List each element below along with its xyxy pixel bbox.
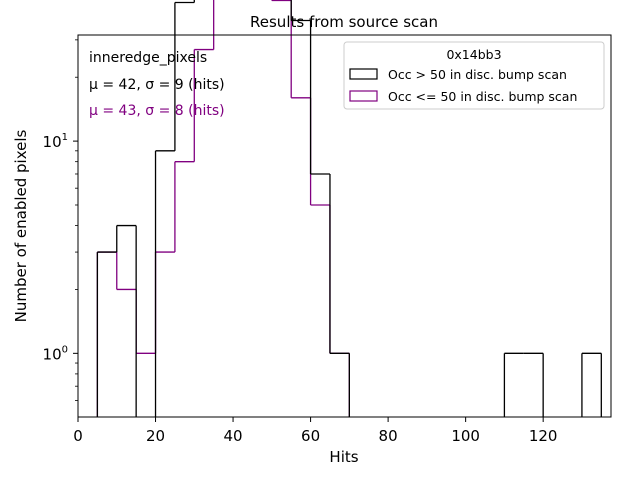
y-tick-label: 101: [43, 132, 68, 151]
y-axis-label: Number of enabled pixels: [12, 129, 30, 322]
legend-swatch-black: [349, 68, 378, 80]
stats-annotation-black: μ = 42, σ = 9 (hits): [89, 77, 225, 93]
annotations: inneredge_pixels μ = 42, σ = 9 (hits) μ …: [89, 50, 225, 119]
y-tick-label: 100: [43, 344, 68, 363]
stats-annotation-purple: μ = 43, σ = 8 (hits): [89, 103, 225, 119]
x-tick-label: 80: [379, 427, 398, 445]
axes-layer: [77, 34, 612, 418]
chart-title: Results from source scan: [250, 13, 438, 31]
x-tick-label: 0: [73, 427, 83, 445]
dataset-name-annotation: inneredge_pixels: [89, 50, 207, 66]
legend-label-purple: Occ <= 50 in disc. bump scan: [388, 89, 577, 104]
x-tick-label: 60: [301, 427, 320, 445]
series-occ-gt-50: [96, 0, 602, 417]
legend: 0x14bb3 Occ > 50 in disc. bump scan Occ …: [343, 41, 605, 110]
x-tick-label: 40: [224, 427, 243, 445]
x-tick-label: 120: [529, 427, 558, 445]
legend-title: 0x14bb3: [446, 47, 501, 62]
plot-area-frame: [77, 34, 612, 418]
legend-label-black: Occ > 50 in disc. bump scan: [388, 67, 567, 82]
series-layer: [96, 0, 602, 417]
x-axis-label: Hits: [329, 448, 358, 466]
legend-frame: [343, 41, 605, 110]
x-tick-label: 20: [146, 427, 165, 445]
legend-swatch-purple: [349, 90, 378, 102]
x-tick-label: 100: [451, 427, 480, 445]
ticks-layer: 020406080100120100101102103104: [43, 39, 558, 445]
